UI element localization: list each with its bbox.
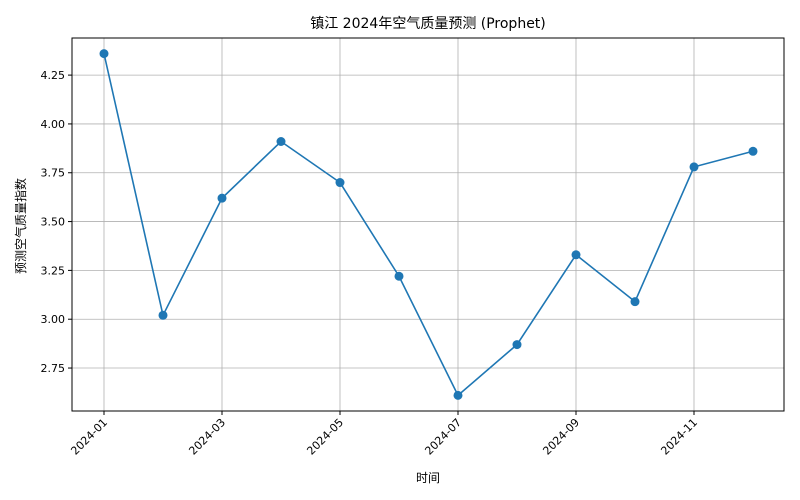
data-point: [158, 310, 168, 320]
data-point: [217, 193, 227, 203]
plot-frame: [71, 37, 785, 412]
y-tick-label: 3.00: [41, 313, 66, 326]
x-tick-label: 2024-03: [186, 416, 228, 458]
x-tick-label: 2024-05: [304, 416, 346, 458]
data-point: [689, 162, 699, 172]
data-point: [335, 178, 345, 188]
data-point: [394, 271, 404, 281]
y-tick-label: 2.75: [41, 362, 66, 375]
x-tick-label: 2024-07: [422, 416, 464, 458]
x-axis-label: 时间: [416, 471, 440, 485]
data-point: [630, 297, 640, 307]
x-tick-label: 2024-11: [658, 416, 700, 458]
y-tick-label: 3.75: [41, 167, 66, 180]
x-axis: 2024-01 2024-03 2024-05 2024-07 2024-09 2024-…: [68, 411, 700, 458]
data-point: [748, 146, 758, 156]
data-point: [453, 390, 463, 400]
series-line: [103, 53, 754, 397]
grid: [72, 38, 784, 411]
chart-title: 镇江 2024年空气质量预测 (Prophet): [310, 16, 546, 32]
y-tick-label: 3.25: [41, 264, 66, 277]
y-axis-label: 预测空气质量指数: [13, 178, 28, 274]
y-tick-label: 4.00: [41, 118, 66, 131]
data-point: [276, 137, 286, 147]
y-tick-label: 4.25: [41, 69, 66, 82]
data-point: [99, 49, 109, 59]
x-tick-label: 2024-01: [68, 416, 110, 458]
series-layer: [99, 49, 758, 400]
x-tick-label: 2024-09: [540, 416, 582, 458]
data-point: [512, 340, 522, 350]
y-axis: 2.75 3.00 3.25 3.50 3.75 4.00 4.25: [41, 69, 72, 375]
data-point: [571, 250, 581, 260]
y-tick-label: 3.50: [41, 216, 66, 229]
